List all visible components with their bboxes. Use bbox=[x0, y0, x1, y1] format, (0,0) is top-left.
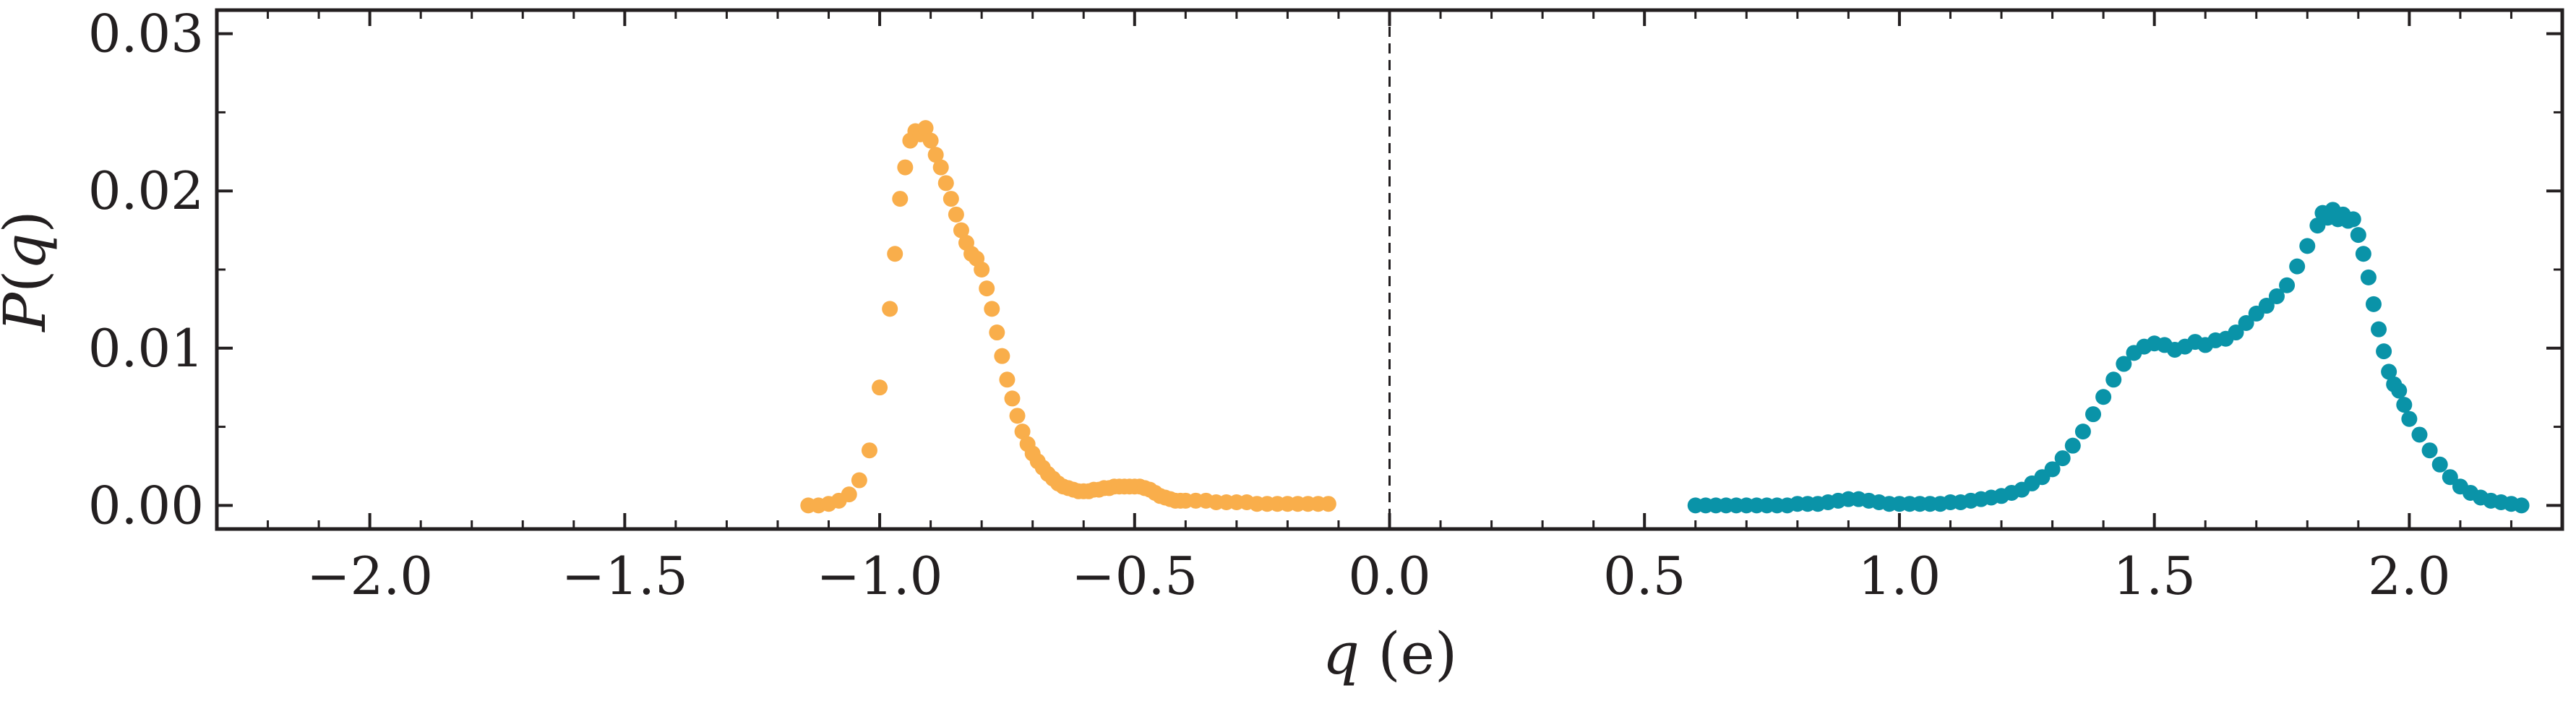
data-point bbox=[897, 159, 914, 176]
x-axis-title: q (e) bbox=[1323, 620, 1457, 687]
y-tick-label: 0.02 bbox=[88, 160, 204, 221]
plot-marks bbox=[800, 10, 2530, 529]
data-point bbox=[999, 371, 1016, 388]
data-point bbox=[943, 191, 959, 207]
data-point bbox=[2421, 442, 2438, 459]
data-point bbox=[994, 348, 1010, 364]
data-point bbox=[2401, 410, 2418, 427]
data-point bbox=[887, 246, 903, 262]
data-point bbox=[2279, 277, 2296, 293]
data-point bbox=[2064, 437, 2081, 454]
data-point bbox=[2289, 258, 2306, 275]
axes: −2.0 −1.5 −1.0 −0.5 0.0 0.5 1.0 1.5 2.0 0.00 0.01 0… bbox=[88, 4, 2564, 606]
data-point bbox=[2085, 406, 2101, 423]
data-point bbox=[948, 206, 964, 223]
data-point bbox=[861, 442, 877, 459]
data-point bbox=[2054, 450, 2071, 467]
data-point bbox=[2371, 321, 2387, 337]
data-point bbox=[984, 301, 1000, 317]
data-point bbox=[937, 175, 954, 192]
data-point bbox=[953, 222, 969, 238]
data-point bbox=[882, 301, 898, 317]
x-tick-label: 1.5 bbox=[2113, 546, 2196, 606]
data-point bbox=[841, 486, 857, 503]
x-tick-label: 0.0 bbox=[1348, 546, 1431, 606]
data-point bbox=[2268, 288, 2285, 304]
data-point bbox=[2365, 296, 2382, 312]
y-axis-title: P(q) bbox=[0, 210, 59, 332]
x-tick-label: −1.5 bbox=[562, 546, 688, 606]
data-point bbox=[2105, 371, 2122, 388]
y-tick-label: 0.03 bbox=[88, 4, 204, 64]
data-point bbox=[932, 159, 949, 176]
y-tick-label: 0.00 bbox=[88, 475, 204, 536]
data-point bbox=[1009, 408, 1026, 424]
data-point bbox=[2513, 497, 2530, 514]
data-point bbox=[2381, 364, 2397, 380]
y-tick-label: 0.01 bbox=[88, 318, 204, 379]
data-point bbox=[2350, 227, 2366, 244]
data-point bbox=[979, 280, 995, 297]
x-tick-label: −0.5 bbox=[1071, 546, 1198, 606]
data-point bbox=[2228, 324, 2244, 341]
data-point bbox=[2396, 397, 2413, 413]
data-point bbox=[2238, 314, 2254, 331]
data-point bbox=[2116, 356, 2132, 372]
series-1 bbox=[800, 120, 1336, 514]
data-point bbox=[2074, 423, 2091, 440]
data-point bbox=[872, 379, 888, 396]
x-tick-label: 0.5 bbox=[1603, 546, 1686, 606]
data-point bbox=[892, 191, 909, 207]
data-point bbox=[2258, 298, 2275, 314]
data-point bbox=[974, 262, 990, 278]
x-tick-label: −2.0 bbox=[306, 546, 433, 606]
data-point bbox=[2044, 461, 2061, 478]
data-point bbox=[2299, 238, 2316, 254]
data-point bbox=[2355, 246, 2371, 262]
data-point bbox=[2442, 469, 2458, 486]
axis-labels: q (e) P(q) bbox=[0, 210, 1457, 687]
data-point bbox=[2431, 456, 2448, 473]
data-point bbox=[917, 120, 934, 137]
data-point bbox=[2411, 426, 2428, 443]
data-point bbox=[1320, 496, 1336, 512]
x-tick-label: −1.0 bbox=[817, 546, 943, 606]
data-point bbox=[2376, 343, 2392, 360]
data-point bbox=[922, 132, 939, 149]
data-point bbox=[1004, 390, 1021, 407]
data-point bbox=[2095, 389, 2112, 405]
series-2 bbox=[1687, 202, 2530, 514]
data-point bbox=[851, 472, 867, 489]
data-point bbox=[2345, 211, 2361, 228]
data-point bbox=[927, 147, 944, 163]
data-point bbox=[1014, 423, 1031, 440]
data-point bbox=[989, 324, 1005, 341]
data-point bbox=[2360, 269, 2377, 285]
data-point bbox=[2391, 382, 2408, 399]
x-tick-label: 2.0 bbox=[2368, 546, 2451, 606]
x-tick-label: 1.0 bbox=[1858, 546, 1941, 606]
